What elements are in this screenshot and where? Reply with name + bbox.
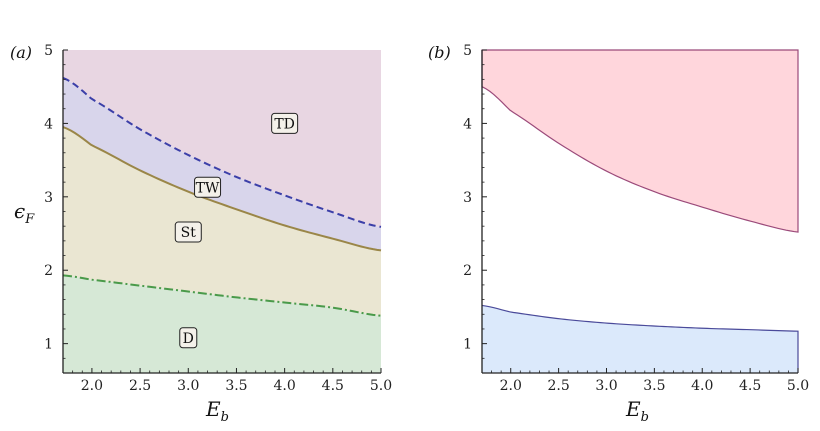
- y-tick-label: 1: [463, 337, 472, 353]
- y-tick-label: 2: [44, 263, 53, 279]
- x-tick-label: 3.5: [225, 378, 247, 394]
- x-tick-label: 4.0: [274, 378, 296, 394]
- panel-a-region-labels: TD TW St D: [174, 112, 299, 349]
- panel-a: (a) 2.0 2.5 3.0 3.5 4.0 4.5 5.0 1 2 3 4 5 TD TW St D ϵ…: [10, 43, 392, 425]
- y-tick-label: 5: [463, 43, 472, 59]
- panel-a-x-axis-label: Eb: [205, 397, 229, 425]
- y-tick-label: 2: [463, 263, 472, 279]
- y-tick-label: 5: [44, 43, 53, 59]
- region-st: [63, 127, 381, 316]
- x-tick-label: 4.0: [691, 378, 713, 394]
- x-tick-label: 2.0: [81, 378, 103, 394]
- panel-a-axes: 2.0 2.5 3.0 3.5 4.0 4.5 5.0 1 2 3 4 5: [44, 43, 392, 394]
- x-tick-label: 2.5: [129, 378, 151, 394]
- x-tick-label: 4.5: [739, 378, 761, 394]
- st-boundary-line: [62, 274, 382, 317]
- region-td: [63, 50, 381, 227]
- y-tick-label: 4: [44, 116, 53, 132]
- panel-a-regions: [63, 50, 381, 373]
- y-tick-label: 3: [463, 190, 472, 206]
- lower-band: [482, 305, 798, 373]
- x-tick-label: 3.5: [643, 378, 665, 394]
- x-tick-label: 2.0: [500, 378, 522, 394]
- region-tw: [63, 77, 381, 251]
- panel-a-boundaries: [62, 76, 382, 317]
- panel-a-y-axis-label: ϵF: [14, 199, 35, 227]
- panel-b-axes: 2.0 2.5 3.0 3.5 4.0 4.5 5.0 1 2 3 4 5: [463, 43, 809, 394]
- region-label-d: D: [183, 331, 194, 347]
- x-tick-label: 3.0: [595, 378, 617, 394]
- x-tick-label: 3.0: [177, 378, 199, 394]
- panel-b-bands: [481, 49, 799, 373]
- region-label-box-tw: [194, 176, 222, 198]
- y-tick-label: 1: [44, 337, 53, 353]
- y-tick-label: 4: [463, 116, 472, 132]
- y-tick-label: 3: [44, 190, 53, 206]
- x-tick-label: 2.5: [547, 378, 569, 394]
- x-tick-label: 5.0: [787, 378, 809, 394]
- region-label-box-d: [179, 327, 198, 349]
- panel-b-label: (b): [428, 43, 451, 62]
- panel-a-label: (a): [10, 43, 32, 62]
- region-label-box-td: [271, 112, 299, 134]
- lower-band-edge: [481, 304, 799, 373]
- x-tick-label: 5.0: [370, 378, 392, 394]
- x-tick-label: 4.5: [322, 378, 344, 394]
- region-label-box-st: [174, 221, 202, 243]
- panel-b: (b) 2.0 2.5 3.0 3.5 4.0 4.5 5.0 1 2 3 4 5 Eb: [428, 43, 809, 425]
- td-boundary-line: [62, 76, 382, 228]
- panel-b-x-axis-label: Eb: [625, 397, 649, 425]
- region-d: [63, 275, 381, 373]
- region-label-st: St: [181, 225, 197, 241]
- region-label-td: TD: [274, 116, 295, 132]
- region-label-tw: TW: [196, 180, 220, 196]
- upper-band: [481, 49, 799, 233]
- tw-boundary-line: [62, 126, 382, 252]
